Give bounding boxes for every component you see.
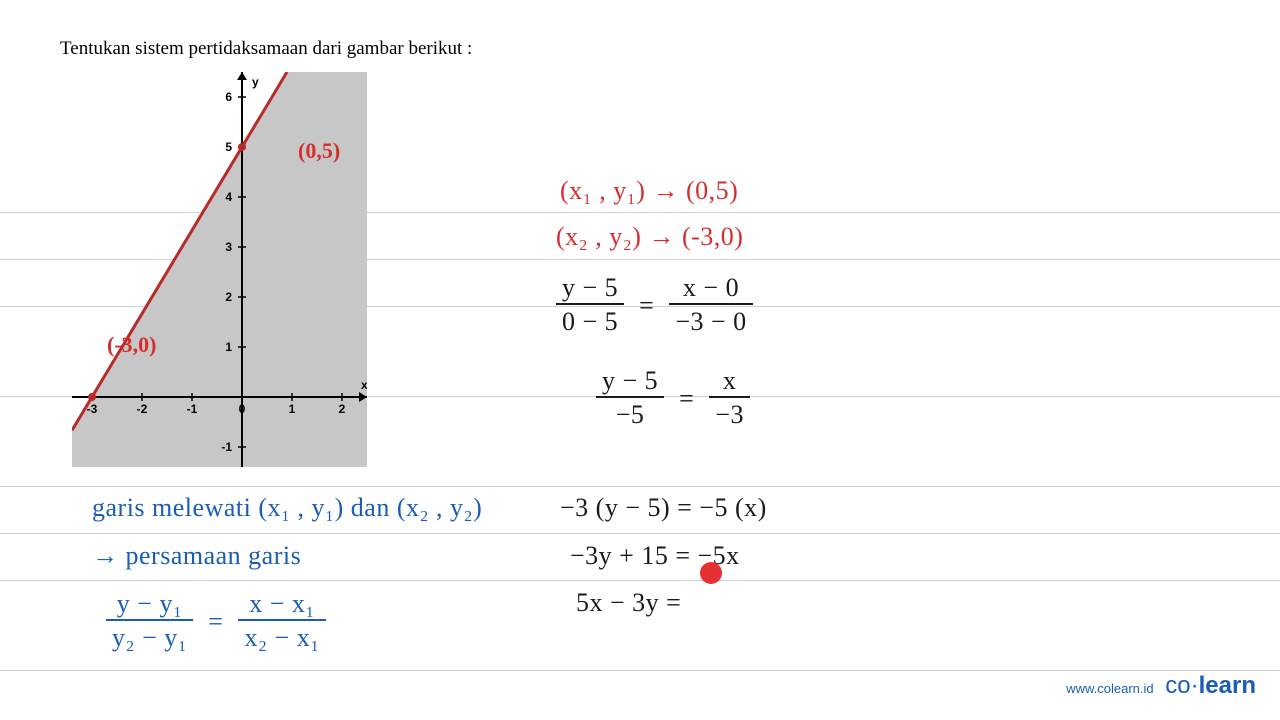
fraction-eq-1: y − 50 − 5 = x − 0−3 − 0 xyxy=(556,272,753,339)
svg-text:4: 4 xyxy=(225,190,232,204)
formula-num-l: y − y₁ xyxy=(106,588,193,621)
eq2-num-l: y − 5 xyxy=(596,365,664,398)
eq1-num-l: y − 5 xyxy=(556,272,624,305)
formula-den-l: y₂ − y₁ xyxy=(106,621,193,655)
formula-num-r: x − x₁ xyxy=(238,588,325,621)
svg-text:0: 0 xyxy=(239,402,246,416)
brand-left: co xyxy=(1165,672,1190,699)
svg-text:-1: -1 xyxy=(187,402,198,416)
persamaan-garis: → persamaan garis xyxy=(92,541,301,571)
eq1-den-r: −3 − 0 xyxy=(669,305,752,339)
garis-melewati: garis melewati (x₁ , y₁) dan (x₂ , y₂) xyxy=(92,493,482,523)
point2-note: (x₂ , y₂) → (-3,0) xyxy=(556,222,743,252)
svg-text:1: 1 xyxy=(289,402,296,416)
inequality-chart: -3-2-1012-1123456xy xyxy=(72,72,367,467)
fraction-eq-2: y − 5−5 = x−3 xyxy=(596,365,750,432)
watermark: www.colearn.id co·learn xyxy=(1066,672,1256,700)
svg-text:2: 2 xyxy=(339,402,346,416)
svg-text:-2: -2 xyxy=(137,402,148,416)
step-3: 5x − 3y = xyxy=(576,588,681,618)
svg-text:5: 5 xyxy=(225,140,232,154)
svg-text:-1: -1 xyxy=(221,440,232,454)
two-point-formula: y − y₁y₂ − y₁ = x − x₁x₂ − x₁ xyxy=(106,588,326,655)
step-1: −3 (y − 5) = −5 (x) xyxy=(560,493,767,523)
watermark-site: www.colearn.id xyxy=(1066,681,1153,696)
eq1-den-l: 0 − 5 xyxy=(556,305,624,339)
point1-note: (x₁ , y₁) → (0,5) xyxy=(560,176,738,206)
svg-text:6: 6 xyxy=(225,90,232,104)
eq2-den-l: −5 xyxy=(596,398,664,432)
brand-right: learn xyxy=(1199,672,1256,699)
eq2-num-r: x xyxy=(709,365,750,398)
svg-text:2: 2 xyxy=(225,290,232,304)
formula-den-r: x₂ − x₁ xyxy=(238,621,325,655)
svg-text:y: y xyxy=(252,75,259,89)
svg-text:x: x xyxy=(361,378,367,392)
point-label-05: (0,5) xyxy=(298,138,340,164)
point-label-neg30: (-3,0) xyxy=(107,332,156,358)
question-text: Tentukan sistem pertidaksamaan dari gamb… xyxy=(60,38,472,60)
eq1-num-r: x − 0 xyxy=(669,272,752,305)
cursor-dot-icon xyxy=(700,562,722,584)
eq2-den-r: −3 xyxy=(709,398,750,432)
svg-text:1: 1 xyxy=(225,340,232,354)
svg-text:3: 3 xyxy=(225,240,232,254)
